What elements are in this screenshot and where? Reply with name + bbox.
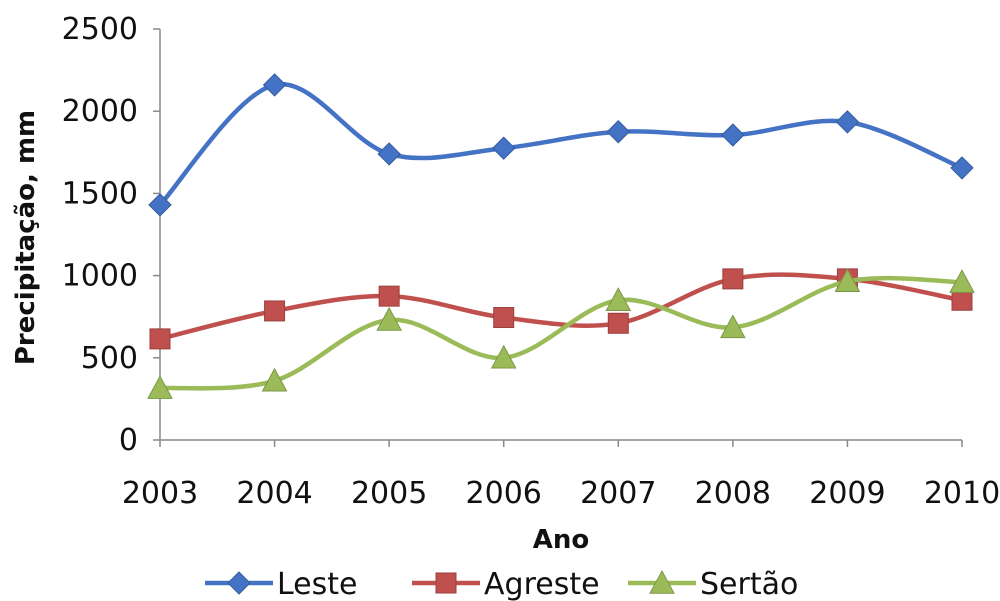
data-point [720, 314, 746, 339]
y-tick-label: 0 [119, 423, 138, 458]
data-point [605, 287, 632, 311]
data-point [722, 268, 744, 290]
data-point [490, 344, 517, 369]
series-line [159, 275, 963, 391]
data-point [834, 268, 861, 293]
x-axis-title: Ano [533, 525, 590, 555]
x-tick-label: 2004 [236, 476, 312, 511]
series-layer [147, 73, 975, 399]
x-tick-label: 2008 [695, 476, 771, 511]
x-tick-label: 2006 [466, 476, 542, 511]
x-axis: 2003 2004 2005 2006 2007 2008 2009 2010 [122, 439, 1000, 511]
legend-item: Sertão [628, 567, 798, 601]
data-point [607, 312, 629, 334]
y-tick-label: 2500 [62, 12, 138, 47]
data-point [378, 285, 400, 307]
x-tick-label: 2005 [351, 476, 427, 511]
series-leste [148, 73, 974, 217]
data-point [261, 367, 288, 392]
y-tick-label: 500 [81, 341, 138, 376]
data-point [835, 110, 860, 134]
data-point [377, 142, 401, 166]
data-point [148, 193, 172, 217]
data-point [951, 289, 973, 311]
legend-label: Sertão [700, 567, 798, 601]
x-tick-label: 2009 [809, 476, 885, 511]
legend-label: Agreste [484, 567, 600, 601]
legend-marker [227, 571, 251, 595]
legend-marker [435, 572, 457, 594]
x-tick-label: 2007 [580, 476, 656, 511]
y-tick-label: 2000 [62, 94, 138, 129]
legend-item: Agreste [412, 567, 600, 601]
data-point [721, 123, 745, 147]
data-point [149, 328, 171, 350]
y-axis-title: Precipitação, mm [11, 110, 41, 365]
x-tick-label: 2003 [122, 476, 198, 511]
data-point [949, 269, 975, 293]
y-tick-label: 1000 [62, 259, 138, 294]
series-line [158, 81, 963, 207]
legend-item: Leste [205, 567, 358, 601]
legend: Leste Agreste Sertão [205, 567, 798, 601]
x-tick-label: 2010 [924, 476, 1000, 511]
legend-marker [649, 569, 675, 594]
data-point [147, 375, 173, 399]
data-point [606, 120, 630, 144]
y-tick-label: 1500 [62, 176, 138, 211]
data-point [262, 73, 287, 97]
data-point [264, 300, 286, 322]
legend-label: Leste [277, 567, 358, 601]
data-point [493, 307, 515, 329]
data-point [492, 136, 516, 160]
data-point [376, 306, 402, 331]
y-axis: 0 500 1000 1500 2000 2500 [62, 12, 161, 458]
series-sert-o [147, 268, 975, 399]
data-point [950, 156, 974, 180]
